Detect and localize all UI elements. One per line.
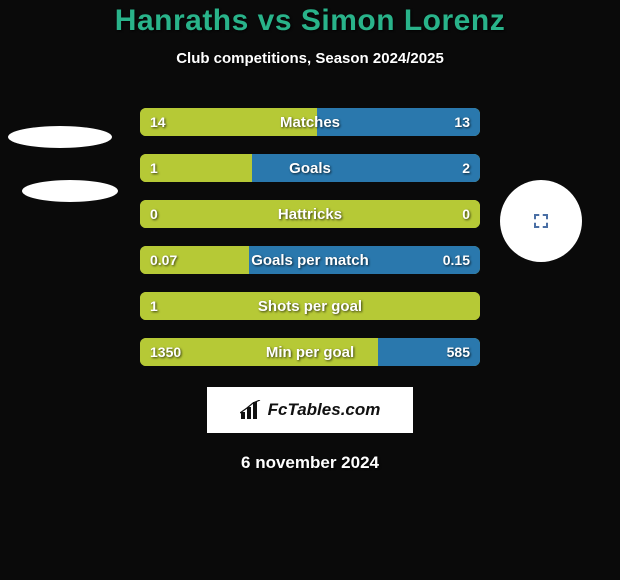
stat-bar: Goals per match0.070.15 [140,246,480,274]
fctables-label: FcTables.com [268,400,381,420]
stat-row: Min per goal1350585 [0,329,620,375]
stat-bar: Min per goal1350585 [140,338,480,366]
stat-row: Shots per goal1 [0,283,620,329]
stat-bar-left [140,200,480,228]
stat-bar-right [249,246,480,274]
stat-bar: Goals12 [140,154,480,182]
stat-bar: Hattricks00 [140,200,480,228]
player-placeholder [8,126,112,148]
stat-bar-right [378,338,480,366]
placeholder-icon [534,214,548,228]
page-title: Hanraths vs Simon Lorenz [0,4,620,38]
stat-bar-left [140,292,480,320]
bar-chart-icon [240,400,262,420]
subtitle: Club competitions, Season 2024/2025 [0,50,620,67]
player-badge-circle [500,180,582,262]
stat-bar-left [140,246,249,274]
stat-bar-right [252,154,480,182]
stat-bar: Matches1413 [140,108,480,136]
stat-bar-right [317,108,480,136]
player-placeholder [22,180,118,202]
stat-bar-left [140,154,252,182]
stat-bar: Shots per goal1 [140,292,480,320]
stat-bar-left [140,108,317,136]
fctables-badge: FcTables.com [207,387,413,433]
date-label: 6 november 2024 [0,453,620,473]
stat-bar-left [140,338,378,366]
